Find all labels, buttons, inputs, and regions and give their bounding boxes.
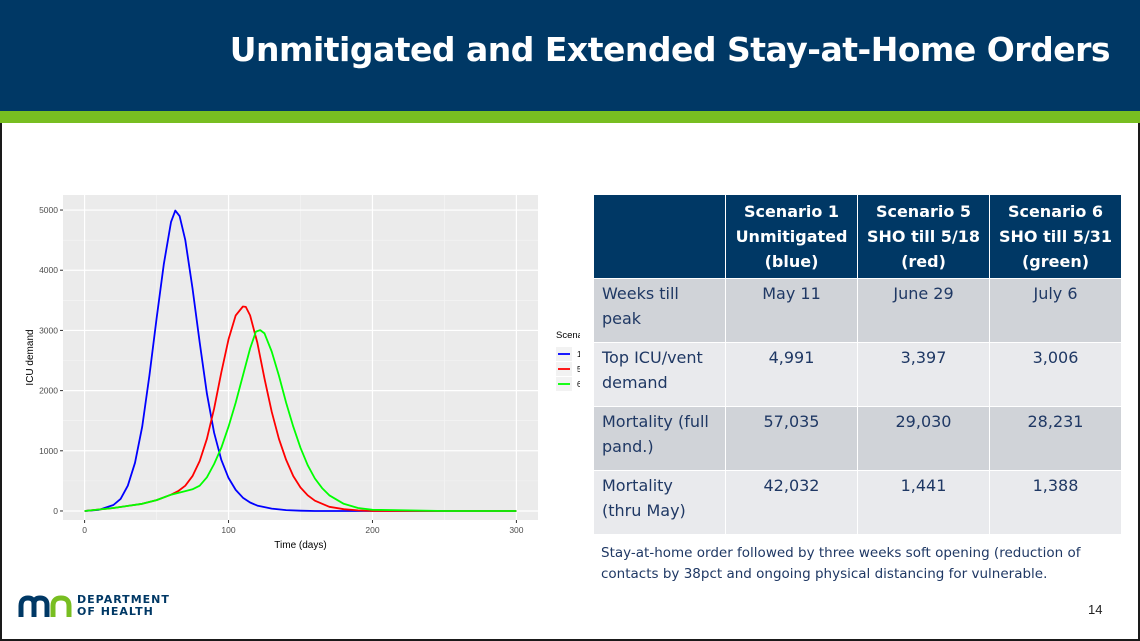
legend-label-5: 5 [577,365,580,374]
table-row: Mortality (full pand.) 57,035 29,030 28,… [593,406,1122,471]
y-tick-label: 0 [53,506,58,516]
row-label: Mortality (thru May) [593,470,726,535]
table-cell: 1,441 [857,470,990,535]
row-label: Top ICU/vent demand [593,342,726,407]
x-tick-label: 300 [509,525,523,535]
table-cell: June 29 [857,278,990,343]
footnote: Stay-at-home order followed by three wee… [601,545,1081,582]
x-tick-label: 0 [82,525,87,535]
table-row: Weeks till peak May 11 June 29 July 6 [593,278,1122,343]
table-cell: 29,030 [857,406,990,471]
mn-logo-icon [18,595,72,617]
table-row: Top ICU/vent demand 4,991 3,397 3,006 [593,342,1122,407]
logo-line-1: DEPARTMENT [77,593,170,606]
accent-stripe [0,111,1140,123]
table-cell: 3,006 [989,342,1122,407]
table-cell: May 11 [725,278,858,343]
x-axis-label: Time (days) [274,540,326,551]
legend-label-1: 1 [577,350,580,359]
logo-line-2: OF HEALTH [77,605,154,618]
legend-label-6: 6 [577,380,580,389]
header-cell-scenario-6: Scenario 6 SHO till 5/31 (green) [989,194,1122,279]
row-label: Weeks till peak [593,278,726,343]
header-cell-empty [593,194,726,279]
series-line-6 [84,329,517,512]
department-of-health-logo: DEPARTMENT OF HEALTH [18,593,170,619]
title-banner: Unmitigated and Extended Stay-at-Home Or… [0,0,1140,111]
table-cell: 42,032 [725,470,858,535]
y-tick-label: 3000 [39,325,58,335]
y-tick-label: 4000 [39,265,58,275]
table-row: Mortality (thru May) 42,032 1,441 1,388 [593,470,1122,535]
y-tick-label: 2000 [39,386,58,396]
legend-title: Scenarios [556,330,580,341]
header-cell-scenario-5: Scenario 5 SHO till 5/18 (red) [857,194,990,279]
series-line-5 [84,305,517,512]
x-tick-label: 100 [221,525,235,535]
table-cell: 3,397 [857,342,990,407]
y-tick-label: 5000 [39,205,58,215]
table-cell: 28,231 [989,406,1122,471]
row-label: Mortality (full pand.) [593,406,726,471]
slide-title: Unmitigated and Extended Stay-at-Home Or… [229,30,1111,69]
table-header-row: Scenario 1 Unmitigated (blue) Scenario 5… [593,194,1122,279]
table-cell: July 6 [989,278,1122,343]
table-cell: 57,035 [725,406,858,471]
y-tick-label: 1000 [39,446,58,456]
header-cell-scenario-1: Scenario 1 Unmitigated (blue) [725,194,858,279]
table-cell: 4,991 [725,342,858,407]
table-cell: 1,388 [989,470,1122,535]
x-tick-label: 200 [365,525,379,535]
y-axis-label: ICU demand [25,329,36,385]
page-number: 14 [1088,602,1103,617]
logo-text: DEPARTMENT OF HEALTH [77,594,170,618]
scenario-table: Scenario 1 Unmitigated (blue) Scenario 5… [593,194,1122,535]
series-line-1 [84,209,517,512]
